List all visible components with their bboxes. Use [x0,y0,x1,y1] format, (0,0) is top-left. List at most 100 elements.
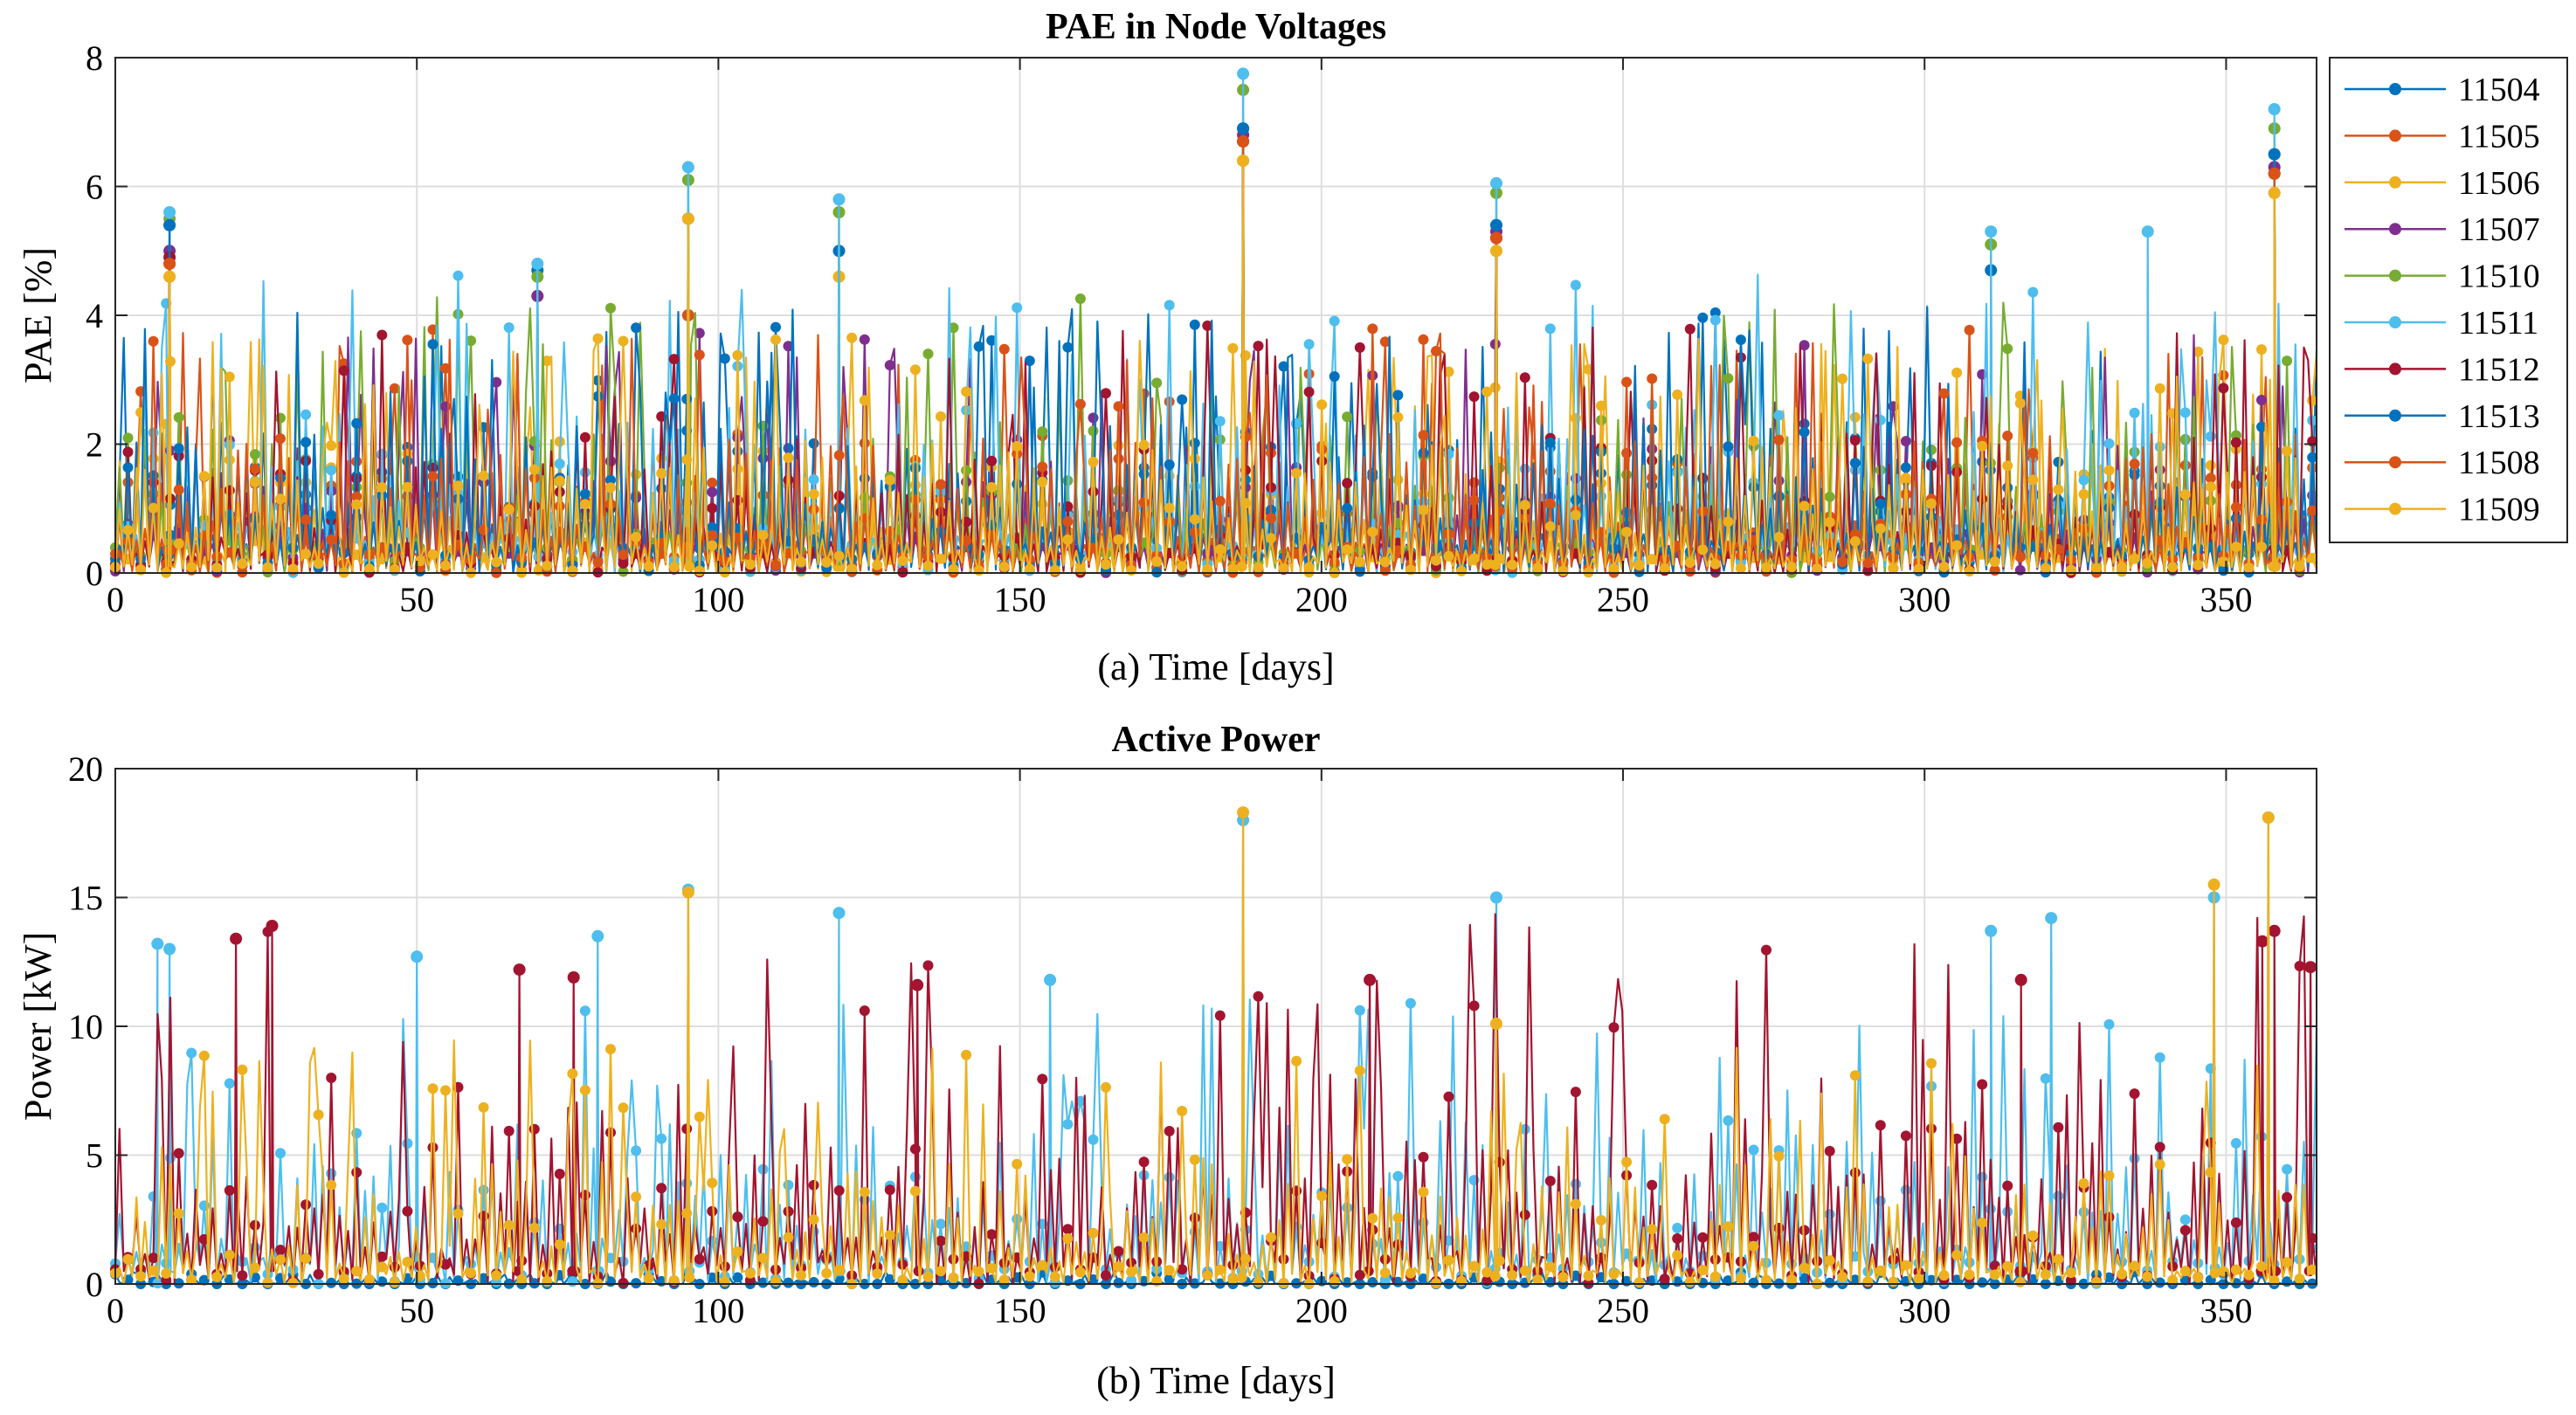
data-point [1773,532,1785,542]
data-point [770,1276,781,1287]
data-point [1164,396,1175,407]
data-point [2027,1230,2039,1241]
peak-point [567,971,580,984]
data-point [770,560,781,571]
y-tick-label: 5 [86,1136,103,1176]
data-point [2053,1253,2064,1265]
data-point [1849,435,1861,446]
data-point [1748,1144,1759,1156]
data-point [275,1254,286,1266]
legend-item-11509: 11509 [2345,492,2540,528]
data-point [427,1142,439,1153]
data-point [2142,557,2153,569]
data-point [909,1185,921,1197]
data-point [1659,563,1670,574]
data-point [186,1274,197,1285]
data-point [1977,1171,1988,1183]
data-point [161,1267,172,1279]
data-point [275,412,286,424]
data-point [1507,559,1518,570]
data-point [237,558,248,569]
data-point [1329,1275,1340,1287]
data-point [1418,505,1429,515]
data-point [1697,544,1709,556]
data-point [1236,561,1247,572]
data-point [351,1266,363,1277]
data-point [694,349,705,361]
data-point [1684,566,1695,577]
legend-label: 11509 [2458,492,2540,528]
data-point [2002,431,2013,441]
data-point [1697,312,1709,323]
data-point [1596,491,1606,502]
data-point [1621,447,1633,459]
data-point [1177,561,1188,572]
data-point [1354,342,1365,353]
data-point [1062,342,1074,353]
legend-marker [2389,456,2401,469]
data-point [1214,1240,1226,1252]
data-point [2218,565,2229,576]
data-point [833,450,845,461]
data-point [1037,1260,1048,1271]
data-point [440,560,451,571]
data-point [2218,335,2229,346]
data-point [1519,1265,1530,1276]
peak-point [163,942,176,956]
data-point [1799,1225,1810,1236]
legend: 11504 11505 11506 11507 11510 11511 11512 11513… [2329,57,2568,543]
y-axis-label-pae: PAE [%] [17,247,59,383]
legend-label: 11510 [2458,259,2540,295]
x-tick-label: 250 [1597,1291,1649,1330]
data-point [732,432,743,444]
data-point [579,499,590,510]
data-point [2014,397,2026,409]
data-point [491,1270,502,1281]
peak-point [2268,148,2281,161]
data-point [1468,517,1480,528]
data-point [1024,563,1035,575]
peak-point [163,258,176,270]
series-power-11509 [110,806,2318,1289]
data-point [262,562,273,573]
data-point [224,1249,235,1260]
peak-point [513,963,526,977]
data-point [1342,411,1353,423]
data-point [2078,523,2089,535]
data-point [2230,1264,2241,1275]
data-point [986,520,998,531]
data-point [1494,1255,1505,1267]
data-point [1177,1106,1188,1116]
data-point [2014,1276,2026,1287]
data-point [402,456,413,467]
data-point [821,1267,832,1279]
data-point [1214,544,1226,556]
panel-active-power: Active Power 0 50 100 150 200 250 300 350 0 5 10 15… [17,720,2318,1402]
data-point [1647,1224,1658,1235]
data-point [1418,1274,1429,1284]
data-point [1900,462,1911,473]
data-point [2179,489,2191,500]
data-point [1824,1145,1835,1156]
data-point [1799,500,1810,512]
data-point [1189,319,1200,330]
data-point [1392,390,1404,401]
data-point [2167,1274,2179,1286]
y-tick-label: 10 [68,1007,103,1046]
data-point [2167,562,2179,573]
peak-point [681,161,694,174]
data-point [1709,558,1721,569]
data-point [1837,1272,1848,1282]
data-point [707,540,718,551]
data-point [211,1272,223,1282]
legend-item-11506: 11506 [2345,165,2540,202]
data-point [1481,1267,1493,1278]
data-point [376,482,388,493]
data-point [757,1253,769,1264]
data-point [1012,440,1023,452]
data-point [389,563,400,575]
data-point [326,1073,337,1083]
data-point [1570,1178,1581,1190]
data-point [1316,1191,1328,1202]
data-point [2078,514,2089,526]
